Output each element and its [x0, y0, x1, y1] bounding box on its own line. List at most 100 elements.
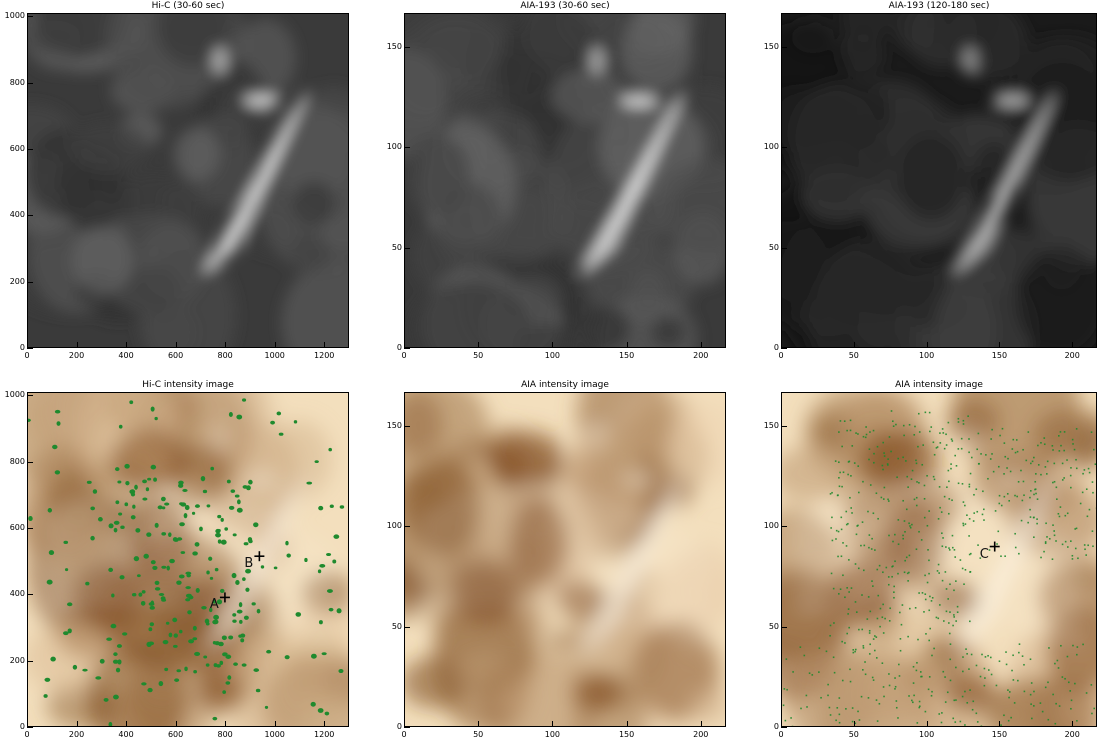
y-tick-label: 100 — [763, 142, 779, 152]
point-label: B — [244, 556, 254, 572]
x-tick-label: 100 — [918, 730, 935, 739]
x-tick-label: 150 — [618, 730, 635, 739]
y-tick-mark — [781, 348, 787, 349]
y-tick-label: 800 — [9, 456, 25, 466]
green-detection-points — [782, 410, 1096, 726]
x-tick-label: 600 — [167, 351, 184, 360]
y-tick-label: 50 — [391, 621, 402, 631]
image-frame — [27, 13, 349, 348]
y-tick-mark — [27, 148, 33, 150]
solar-image-texture — [782, 393, 1096, 726]
x-tick-mark — [225, 342, 227, 348]
y-tick-mark — [781, 247, 787, 249]
x-tick-mark — [225, 721, 227, 727]
image-frame — [781, 392, 1097, 727]
solar-image — [405, 14, 725, 347]
x-tick-label: 400 — [118, 351, 134, 360]
solar-image — [782, 14, 1096, 347]
x-tick-mark — [999, 342, 1001, 348]
y-tick-mark — [781, 47, 787, 49]
x-tick-mark — [999, 721, 1001, 727]
x-tick-label: 400 — [118, 730, 134, 739]
x-tick-mark — [404, 721, 405, 727]
panel-title: AIA-193 (120-180 sec) — [888, 1, 990, 11]
solar-image-texture — [405, 393, 725, 726]
x-tick-label: 100 — [544, 730, 561, 739]
x-tick-mark — [478, 342, 480, 348]
y-tick-mark — [404, 426, 410, 428]
green-detection-points — [28, 398, 345, 726]
y-tick-mark — [781, 626, 787, 628]
y-tick-label: 50 — [768, 621, 779, 631]
x-tick-label: 150 — [991, 351, 1008, 360]
y-tick-label: 50 — [768, 242, 779, 252]
y-tick-label: 100 — [386, 142, 402, 152]
y-tick-label: 150 — [386, 42, 402, 52]
x-tick-label: 0 — [778, 351, 784, 360]
point-label: A — [209, 597, 219, 613]
x-tick-label: 0 — [401, 730, 407, 739]
x-tick-label: 100 — [544, 351, 561, 360]
x-tick-mark — [478, 721, 480, 727]
x-tick-label: 0 — [24, 351, 30, 360]
y-tick-mark — [27, 281, 33, 283]
x-tick-label: 150 — [991, 730, 1008, 739]
point-label: C — [979, 546, 989, 562]
x-tick-mark — [274, 342, 276, 348]
panel-title: AIA intensity image — [895, 380, 983, 390]
y-tick-label: 150 — [763, 42, 779, 52]
x-tick-mark — [781, 721, 782, 727]
x-tick-mark — [926, 342, 928, 348]
x-tick-label: 200 — [693, 730, 709, 739]
y-tick-label: 150 — [763, 421, 779, 431]
y-tick-mark — [27, 727, 33, 728]
y-tick-label: 150 — [386, 421, 402, 431]
y-tick-label: 400 — [9, 210, 25, 220]
y-tick-mark — [27, 660, 33, 662]
x-tick-mark — [324, 721, 326, 727]
y-tick-label: 1000 — [4, 11, 25, 21]
y-tick-mark — [404, 147, 410, 149]
x-tick-label: 200 — [68, 351, 85, 360]
x-tick-label: 1000 — [264, 730, 285, 739]
y-tick-mark — [27, 82, 33, 84]
x-tick-mark — [126, 721, 128, 727]
panel-title: AIA-193 (30-60 sec) — [520, 1, 610, 11]
y-tick-label: 100 — [763, 521, 779, 531]
y-tick-label: 400 — [9, 589, 25, 599]
x-tick-label: 800 — [217, 351, 233, 360]
x-tick-mark — [700, 721, 702, 727]
solar-image — [782, 393, 1096, 726]
x-tick-label: 0 — [778, 730, 784, 739]
x-tick-label: 1000 — [264, 351, 285, 360]
y-tick-label: 100 — [386, 521, 402, 531]
y-tick-label: 800 — [9, 77, 25, 87]
x-tick-label: 50 — [473, 730, 484, 739]
image-frame — [27, 392, 349, 727]
x-tick-label: 600 — [167, 730, 184, 739]
y-tick-label: 0 — [773, 722, 779, 731]
y-tick-label: 600 — [9, 143, 25, 153]
x-tick-label: 200 — [68, 730, 85, 739]
solar-image-texture — [28, 393, 348, 726]
y-tick-mark — [27, 348, 33, 349]
x-tick-label: 100 — [918, 351, 935, 360]
y-tick-mark — [781, 727, 787, 728]
x-tick-label: 1200 — [314, 351, 335, 360]
image-frame — [404, 392, 726, 727]
image-frame — [781, 13, 1097, 348]
y-tick-mark — [27, 461, 33, 463]
x-tick-label: 200 — [1064, 351, 1080, 360]
x-tick-mark — [853, 342, 855, 348]
y-tick-label: 50 — [391, 242, 402, 252]
x-tick-label: 0 — [401, 351, 407, 360]
x-tick-label: 1200 — [314, 730, 335, 739]
x-tick-mark — [175, 342, 177, 348]
y-tick-mark — [404, 247, 410, 249]
x-tick-mark — [552, 342, 554, 348]
solar-image-texture — [782, 14, 1096, 347]
y-tick-label: 0 — [19, 343, 25, 352]
solar-image-texture — [405, 14, 725, 347]
x-tick-mark — [27, 342, 28, 348]
x-tick-mark — [324, 342, 326, 348]
